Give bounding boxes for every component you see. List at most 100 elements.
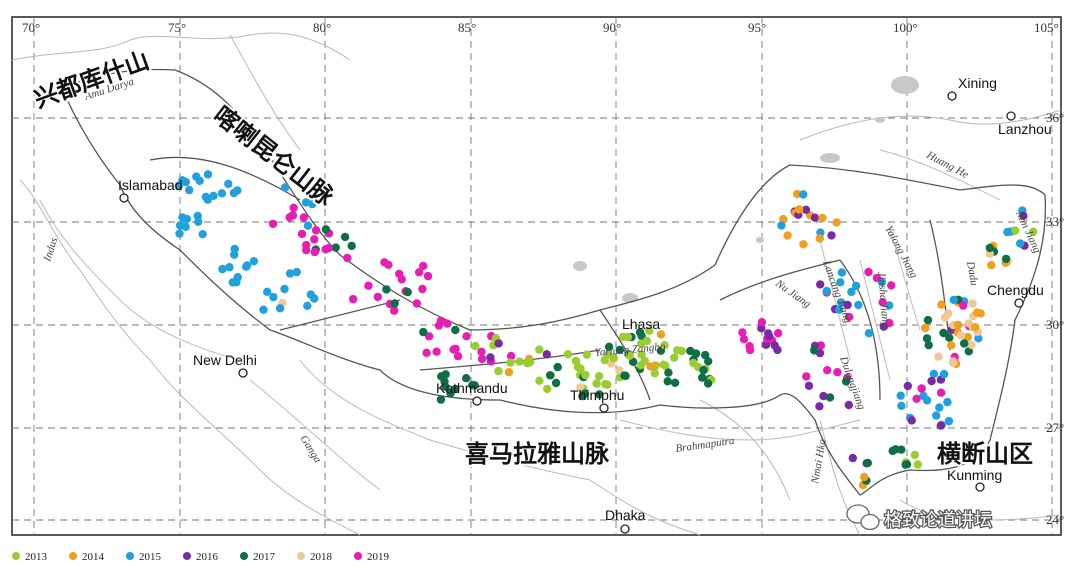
sample-point <box>436 316 445 325</box>
sample-point <box>897 445 906 454</box>
sample-point <box>542 350 551 359</box>
sample-point <box>764 331 774 341</box>
sample-point <box>823 366 832 375</box>
sample-point <box>689 358 698 368</box>
sample-point <box>580 389 590 398</box>
sample-point <box>935 403 944 412</box>
legend-label-2013: 2013 <box>25 551 48 563</box>
sample-point <box>773 345 782 355</box>
sample-point <box>348 294 358 304</box>
sample-point <box>297 229 307 239</box>
sample-point <box>285 269 295 278</box>
sample-point <box>745 345 755 355</box>
city-marker-chengdu <box>1014 298 1024 308</box>
sample-point <box>523 359 532 368</box>
sample-point <box>268 219 278 229</box>
sample-point <box>225 263 234 272</box>
sample-point <box>836 278 845 287</box>
sample-point <box>233 186 242 195</box>
sample-point <box>901 460 910 469</box>
map-border <box>11 16 1062 536</box>
sample-point <box>192 172 201 181</box>
sample-point <box>945 333 954 342</box>
city-label-kathmandu: Kathmandu <box>436 380 508 396</box>
city-labels: Xining Lanzhou Islamabad Chengdu Lhasa N… <box>118 75 1052 523</box>
sample-point <box>535 376 544 385</box>
legend-label-2017: 2017 <box>253 551 276 563</box>
watermark-text: 格致论道讲坛 <box>884 510 992 531</box>
sample-point <box>968 299 977 308</box>
sample-point <box>819 391 828 401</box>
sample-point <box>576 383 585 392</box>
sample-point <box>203 170 213 179</box>
sample-point <box>844 400 853 410</box>
sample-point <box>1003 227 1012 237</box>
legend-marker-2017 <box>240 552 248 560</box>
sample-point <box>269 292 278 302</box>
sample-point <box>275 304 285 313</box>
range-label-hengduan: 横断山区 <box>937 440 1033 468</box>
sample-point <box>289 203 298 212</box>
sample-point <box>263 287 272 296</box>
sample-point <box>582 350 592 359</box>
lng-label: 85° <box>458 20 476 35</box>
sample-point <box>535 345 544 354</box>
lat-label: 33° <box>1046 214 1064 229</box>
sample-point <box>418 284 427 294</box>
sample-point <box>175 221 185 230</box>
sample-point <box>802 372 811 381</box>
sample-point <box>864 267 873 277</box>
sample-point <box>242 261 252 270</box>
sample-point <box>373 292 382 302</box>
sample-point <box>311 226 321 235</box>
sample-point <box>446 389 455 398</box>
sample-point <box>453 352 463 361</box>
sample-point <box>604 350 613 359</box>
city-label-lanzhou: Lanzhou <box>998 121 1052 137</box>
sample-point <box>924 340 933 350</box>
sample-point <box>854 300 863 310</box>
sample-point <box>851 281 861 291</box>
city-marker-thimphu <box>599 403 609 413</box>
sample-point <box>382 285 391 294</box>
sample-point <box>927 376 936 386</box>
sample-point <box>628 357 638 366</box>
sample-point <box>390 306 399 315</box>
lng-label: 80° <box>313 20 331 35</box>
city-marker-islamabad <box>119 193 129 203</box>
sample-point <box>324 244 333 253</box>
sample-point <box>462 332 471 341</box>
sample-point <box>973 308 982 317</box>
sample-point <box>825 393 835 402</box>
lakes <box>573 76 919 303</box>
sample-point <box>832 218 841 227</box>
sample-point <box>635 328 645 337</box>
sample-point <box>919 391 928 401</box>
sample-point <box>964 319 973 328</box>
sample-point <box>449 345 458 354</box>
lat-label: 24° <box>1046 512 1064 527</box>
lng-label: 75° <box>168 20 186 35</box>
sample-point <box>364 281 373 290</box>
sample-point <box>777 221 786 230</box>
wechat-logo-icon <box>846 504 880 531</box>
sample-point <box>897 401 906 410</box>
sample-point <box>939 328 948 338</box>
city-marker-lanzhou <box>1006 111 1016 121</box>
city-label-islamabad: Islamabad <box>118 177 183 193</box>
sample-point <box>477 347 486 356</box>
sample-point <box>757 318 767 327</box>
sample-point <box>230 250 239 259</box>
sample-point <box>964 347 973 356</box>
lat-label: 36° <box>1046 110 1064 125</box>
cities <box>119 91 1024 534</box>
lng-label: 105° <box>1034 20 1059 35</box>
sample-point <box>699 366 708 375</box>
sample-point <box>783 231 792 240</box>
sample-point <box>661 361 670 370</box>
sample-point <box>801 205 811 214</box>
sample-point <box>603 380 612 389</box>
sample-point <box>233 273 242 282</box>
city-label-chengdu: Chengdu <box>987 282 1044 298</box>
